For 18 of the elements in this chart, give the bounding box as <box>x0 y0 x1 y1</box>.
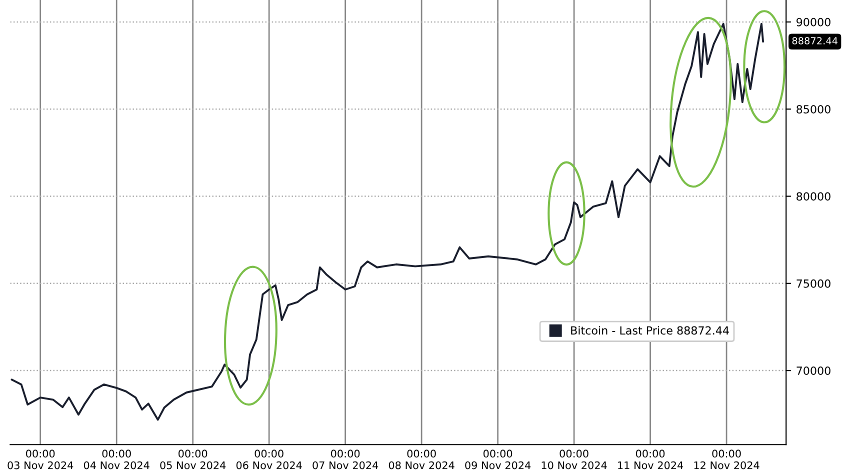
x-tick-label: 00:00 06 Nov 2024 <box>236 450 302 470</box>
legend-label: Bitcoin - Last Price 88872.44 <box>571 326 729 335</box>
y-tick-label: 85000 <box>796 105 830 114</box>
x-tick-label: 00:00 05 Nov 2024 <box>160 450 226 470</box>
y-tick-label: 80000 <box>796 192 830 201</box>
line-series <box>10 22 764 421</box>
text: 88872.44 <box>792 37 838 44</box>
x-tick-label: 00:00 08 Nov 2024 <box>388 450 454 470</box>
x-tick-label: 00:00 03 Nov 2024 <box>8 450 74 470</box>
x-tick-label: 00:00 10 Nov 2024 <box>542 450 607 470</box>
x-tick-label: 00:00 04 Nov 2024 <box>84 450 150 470</box>
x-tick-label: 00:00 09 Nov 2024 <box>465 450 531 470</box>
x-tick-label: 00:00 12 Nov 2024 <box>694 450 760 470</box>
x-tick-label: 00:00 07 Nov 2024 <box>312 450 378 470</box>
x-tick-label: 00:00 11 Nov 2024 <box>618 450 684 470</box>
y-tick-label: 75000 <box>796 279 830 288</box>
y-tick-label: 90000 <box>796 18 830 26</box>
y-tick-label: 70000 <box>796 366 830 375</box>
